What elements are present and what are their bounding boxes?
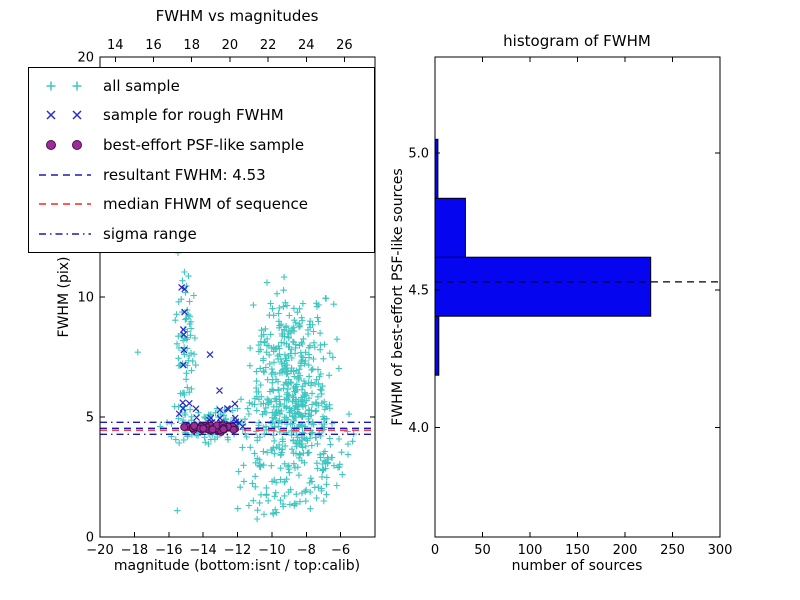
top-tick-label: 22 <box>260 38 277 53</box>
x-marker-icon <box>46 110 56 121</box>
legend-circle-icon <box>46 140 82 151</box>
top-tick-label: 26 <box>336 38 353 53</box>
legend-dashdot-icon <box>39 233 91 235</box>
left-plot-ylabel: FWHM (pix) <box>56 256 72 338</box>
legend-item-label: sample for rough FWHM <box>103 106 284 125</box>
legend-x-icon <box>46 110 82 121</box>
x-tick-label: −8 <box>297 543 316 558</box>
y-tick-label: 10 <box>77 291 94 306</box>
psf-sample-point <box>219 425 228 434</box>
legend-item-5: sigma range <box>29 220 374 248</box>
y-tick-label: 4.5 <box>408 284 429 299</box>
top-tick-label: 14 <box>107 38 124 53</box>
x-tick-label: −6 <box>331 543 350 558</box>
legend-item-label: median FHWM of sequence <box>103 195 308 214</box>
x-tick-label: −16 <box>155 543 182 558</box>
x-tick-label: 250 <box>660 543 685 558</box>
legend-plus-icon <box>46 81 82 91</box>
legend-item-3: resultant FWHM: 4.53 <box>29 161 374 189</box>
left-plot-title: FWHM vs magnitudes <box>155 7 319 25</box>
left-plot-xlabel: magnitude (bottom:isnt / top:calib) <box>113 558 361 574</box>
top-tick-label: 18 <box>183 38 200 53</box>
top-tick-label: 16 <box>145 38 162 53</box>
legend-item-label: all sample <box>103 76 180 95</box>
legend: all sample sample for rough FWHM best-effo… <box>28 67 375 253</box>
x-tick-label: −10 <box>258 543 285 558</box>
legend-item-1: sample for rough FWHM <box>29 101 374 129</box>
left-plot-axes: −20 −18 −16 −14 −12 −10 −8 −6 14 16 18 20 22 24 26 0 5 10… <box>77 38 376 558</box>
psf-sample-points <box>180 421 239 436</box>
right-plot-xlabel: number of sources <box>511 558 643 574</box>
y-tick-label: 4.0 <box>408 421 429 436</box>
x-tick-label: −12 <box>224 543 251 558</box>
right-plot-title: histogram of FWHM <box>503 32 651 50</box>
histogram-plot <box>434 138 720 376</box>
top-tick-label: 20 <box>222 38 239 53</box>
legend-item-4: median FHWM of sequence <box>29 190 374 218</box>
hist-bar <box>434 315 440 376</box>
hist-bar <box>434 197 466 258</box>
circle-marker-icon <box>46 140 56 151</box>
x-tick-label: −14 <box>189 543 216 558</box>
x-tick-label: −20 <box>86 543 113 558</box>
legend-item-label: best-effort PSF-like sample <box>103 136 305 155</box>
top-tick-label: 24 <box>298 38 315 53</box>
y-tick-label: 20 <box>77 51 94 66</box>
x-tick-label: 300 <box>708 543 733 558</box>
legend-dashed-icon <box>39 173 91 176</box>
x-tick-label: 150 <box>565 543 590 558</box>
y-tick-label: 5.0 <box>408 147 429 162</box>
psf-sample-point <box>208 425 217 434</box>
legend-item-label: sigma range <box>103 225 197 244</box>
psf-sample-point <box>199 424 208 433</box>
hist-bar <box>434 256 652 317</box>
psf-sample-point <box>229 425 238 434</box>
rough-fwhm-markers <box>175 283 247 431</box>
legend-item-0: all sample <box>29 72 374 100</box>
x-tick-label: 50 <box>474 543 491 558</box>
x-tick-label: −18 <box>121 543 148 558</box>
circle-marker-icon <box>72 140 82 151</box>
y-tick-label: 5 <box>86 411 94 426</box>
x-marker-icon <box>72 110 82 121</box>
x-tick-label: 100 <box>518 543 543 558</box>
legend-item-2: best-effort PSF-like sample <box>29 131 374 159</box>
legend-dashed-icon <box>39 203 91 206</box>
y-tick-label: 0 <box>86 531 94 546</box>
legend-item-label: resultant FWHM: 4.53 <box>103 165 266 184</box>
scatter-plot <box>100 103 375 523</box>
psf-sample-point <box>180 423 189 432</box>
right-plot-axes: 0 50 100 150 200 250 300 4.0 4.5 5.0 <box>408 56 733 558</box>
plus-marker-icon <box>46 81 56 91</box>
right-plot-ylabel: FWHM of best-effort PSF-like sources <box>390 168 406 426</box>
x-tick-label: 0 <box>431 543 439 558</box>
x-tick-label: 200 <box>613 543 638 558</box>
plus-marker-icon <box>72 81 82 91</box>
